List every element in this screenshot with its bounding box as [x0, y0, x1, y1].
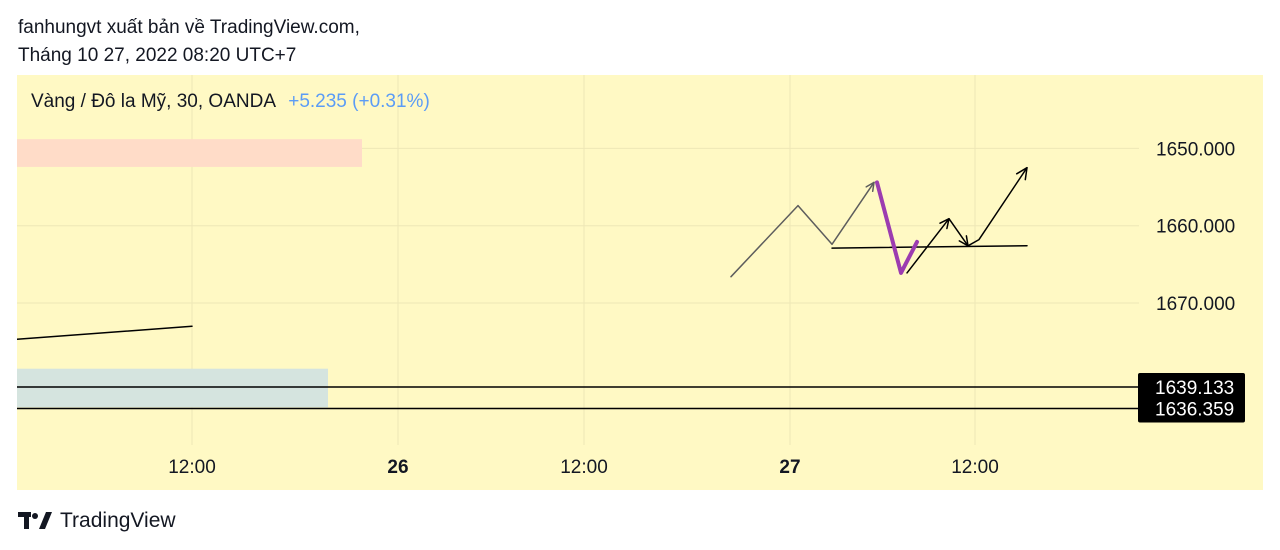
y-tick-label: 1670.000	[1156, 294, 1235, 315]
price-label: 1639.133	[1155, 378, 1234, 399]
y-tick-label: 1660.000	[1156, 217, 1235, 238]
publisher-line-2: Tháng 10 27, 2022 08:20 UTC+7	[18, 45, 297, 66]
publisher-line-1: fanhungvt xuất bản về TradingView.com,	[18, 17, 360, 38]
x-tick-label: 12:00	[560, 457, 608, 478]
zones	[17, 139, 362, 408]
symbol-title: Vàng / Đô la Mỹ, 30, OANDA	[31, 91, 275, 112]
tradingview-logo-icon	[18, 512, 52, 529]
symbol-legend[interactable]: Vàng / Đô la Mỹ, 30, OANDA +5.235 (+0.31…	[31, 91, 430, 113]
price-label-box	[1138, 373, 1245, 402]
price-change: +5.235 (+0.31%)	[288, 91, 430, 112]
chart-area[interactable]: 1650.000 1660.000 1670.000 1639.133 1636.359…	[17, 75, 1263, 490]
gray-arrow-head	[865, 181, 875, 193]
x-tick-label: 12:00	[168, 457, 216, 478]
footer: TradingView	[18, 506, 176, 536]
sell-zone	[17, 139, 362, 167]
gray-zigzag-path	[730, 181, 875, 278]
left-trend-line	[17, 325, 193, 341]
footer-brand: TradingView	[60, 509, 176, 532]
x-tick-label: 26	[387, 457, 408, 478]
drawings	[17, 166, 1028, 341]
price-label-box	[1138, 394, 1245, 423]
support-line	[831, 245, 1028, 249]
x-axis[interactable]: 12:00 26 12:00 27 12:00	[168, 457, 999, 478]
x-tick-label: 27	[779, 457, 800, 478]
chart-svg[interactable]: 1650.000 1660.000 1670.000 1639.1331636.359…	[17, 75, 1263, 490]
chart-background	[17, 75, 1263, 490]
horizontal-lines	[17, 386, 1139, 410]
y-tick-label: 1650.000	[1156, 139, 1235, 160]
buy-zone	[17, 368, 328, 408]
arrow-head-up-2	[1015, 166, 1028, 181]
arrow-head-down	[958, 235, 969, 247]
x-tick-label: 12:00	[951, 457, 999, 478]
price-label: 1636.359	[1155, 399, 1234, 420]
arrow-head-up-1	[939, 217, 950, 230]
publisher-info: fanhungvt xuất bản về TradingView.com, T…	[18, 14, 360, 70]
purple-arrow	[875, 180, 919, 275]
